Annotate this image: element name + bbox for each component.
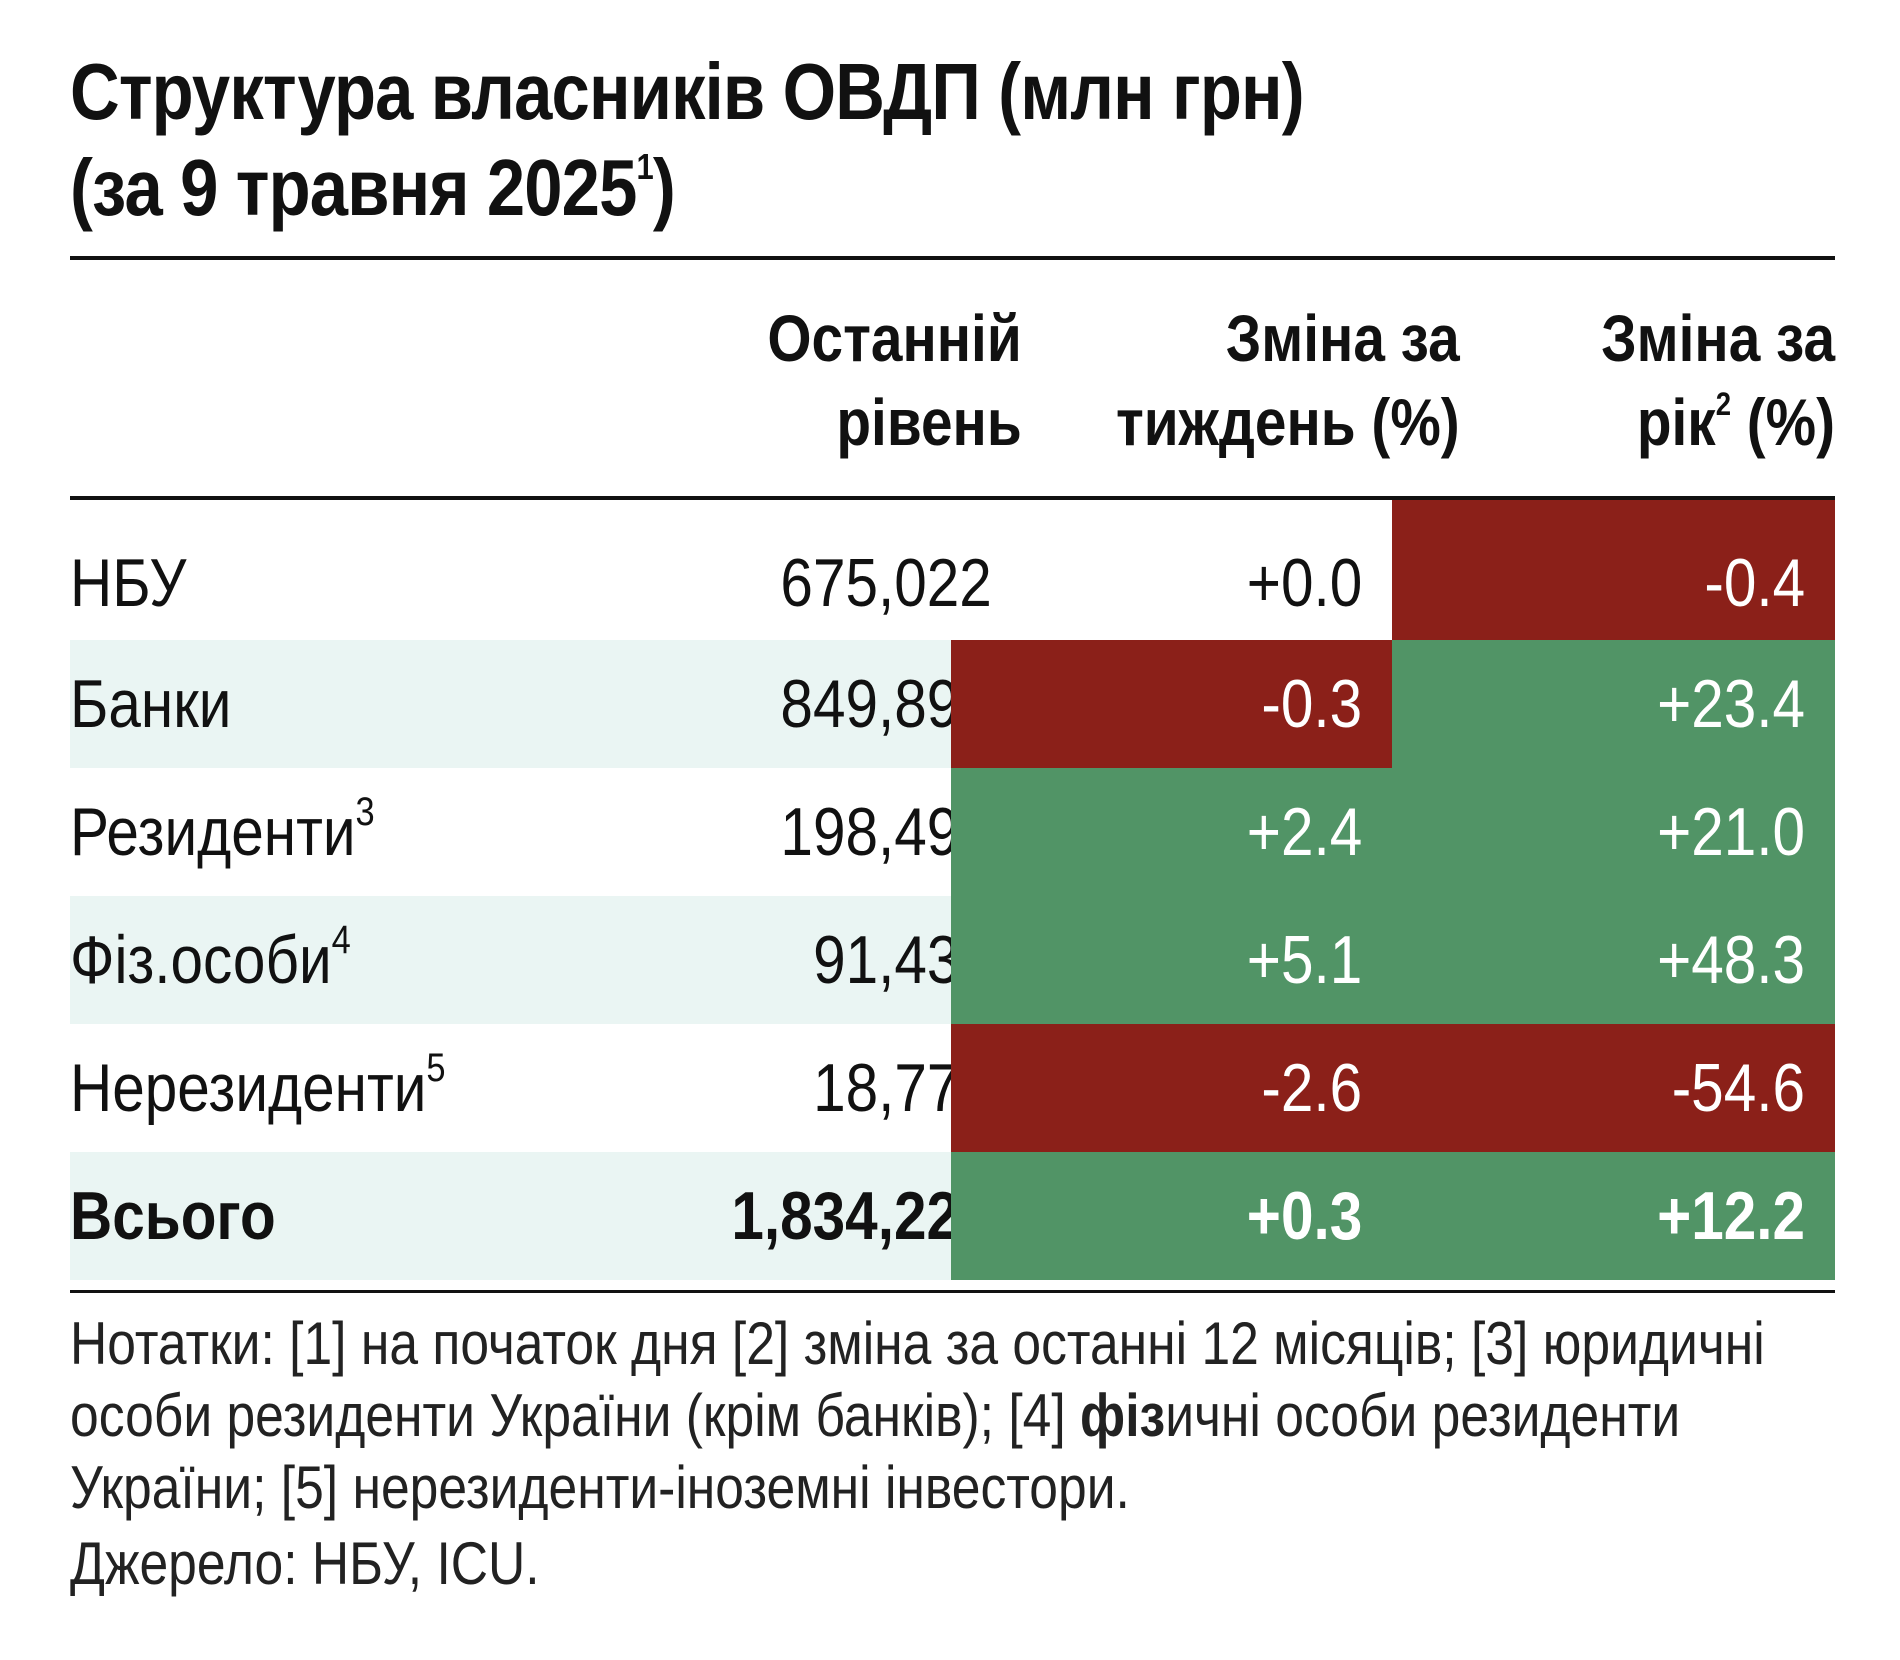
row-label-text: Банки <box>70 665 231 743</box>
level-cell: 198,492 <box>670 768 992 896</box>
row-label-footnote-mark: 4 <box>331 918 351 962</box>
year-change-cell: +12.2 <box>1392 1152 1835 1280</box>
row-label-name: Банки <box>70 666 232 742</box>
level-cell: 91,438 <box>670 896 992 1024</box>
week-change-cell-text: -0.3 <box>1261 666 1362 742</box>
row-shading <box>70 640 951 768</box>
level-cell: 849,890 <box>670 640 992 768</box>
level-cell-text: 675,022 <box>780 545 992 621</box>
notes-text-2: ичні особи резиденти України; [5] нерези… <box>70 1382 1681 1521</box>
title-line-2-text: (за 9 травня 2025 <box>70 143 637 232</box>
table-title: Структура власників ОВДП (млн грн) (за 9… <box>70 44 1588 236</box>
week-change-cell: -2.6 <box>951 1024 1392 1152</box>
total-row: Всього 1,834,224 +0.3 +12.2 <box>70 1152 1835 1280</box>
row-shading <box>70 896 951 1024</box>
level-cell: 1,834,224 <box>670 1152 992 1280</box>
row-label: Резиденти3 <box>70 768 670 896</box>
source-note: Джерело: НБУ, ICU. <box>70 1530 540 1597</box>
year-change-cell-text: +21.0 <box>1657 794 1805 870</box>
year-change-cell: +21.0 <box>1392 768 1835 896</box>
week-change-cell: +5.1 <box>951 896 1392 1024</box>
table-row: Резиденти3 198,492 +2.4 +21.0 <box>70 768 1835 896</box>
level-cell: 675,022 <box>670 500 992 640</box>
row-label: НБУ <box>70 500 670 640</box>
header-year-footnote-mark: 2 <box>1715 386 1731 422</box>
title-line-2: (за 9 травня 20251) <box>70 140 1588 236</box>
year-change-cell: +48.3 <box>1392 896 1835 1024</box>
header-year-line-2: рік2 (%) <box>1601 380 1835 464</box>
week-change-cell: -0.3 <box>951 640 1392 768</box>
table-row: Банки 849,890 -0.3 +23.4 <box>70 640 1835 768</box>
row-shading <box>70 1152 951 1280</box>
header-level: Останній рівень <box>700 296 1022 464</box>
table-body: НБУ 675,022 +0.0 -0.4 Банки 849,890 -0.3 +23.4 Р… <box>70 500 1835 1280</box>
year-change-cell-text: -0.4 <box>1704 545 1805 621</box>
row-label-name: Резиденти <box>70 794 356 870</box>
year-change-cell-text: +12.2 <box>1657 1178 1805 1254</box>
header-year-line-1: Зміна за <box>1601 301 1835 375</box>
title-line-1: Структура власників ОВДП (млн грн) <box>70 47 1305 136</box>
row-label-footnote-mark: 3 <box>355 790 375 834</box>
level-cell-text: 1,834,224 <box>731 1178 992 1254</box>
week-change-cell-text: +5.1 <box>1246 922 1362 998</box>
row-label-text: Резиденти3 <box>70 790 375 871</box>
title-line-2-end: ) <box>652 143 676 232</box>
row-label: Нерезиденти5 <box>70 1024 670 1152</box>
row-label-footnote-mark: 5 <box>426 1046 446 1090</box>
level-cell: 18,775 <box>670 1024 992 1152</box>
top-rule <box>70 256 1835 260</box>
row-label-name: НБУ <box>70 545 187 621</box>
table-row: Фіз.особи4 91,438 +5.1 +48.3 <box>70 896 1835 1024</box>
row-label-name: Нерезиденти <box>70 1050 427 1126</box>
row-label: Банки <box>70 640 670 768</box>
row-label-text: Фіз.особи4 <box>70 918 351 999</box>
header-week-line-1: Зміна за <box>1226 301 1460 375</box>
week-change-cell-text: +0.0 <box>1246 545 1362 621</box>
week-change-cell-text: +2.4 <box>1246 794 1362 870</box>
header-level-line-1: Останній <box>767 301 1022 375</box>
header-week-line-2: тиждень (%) <box>1116 385 1460 459</box>
week-change-cell: +2.4 <box>951 768 1392 896</box>
bottom-rule <box>70 1290 1835 1293</box>
row-label: Всього <box>70 1152 670 1280</box>
header-year-text: рік <box>1636 385 1716 459</box>
header-year-unit: (%) <box>1730 385 1835 459</box>
header-level-line-2: рівень <box>836 385 1022 459</box>
row-label-name: Всього <box>70 1178 276 1254</box>
title-footnote-mark: 1 <box>636 146 653 187</box>
table-row: НБУ 675,022 +0.0 -0.4 <box>70 500 1835 640</box>
notes-bold-text: фіз <box>1080 1382 1166 1449</box>
header-year-change: Зміна за рік2 (%) <box>1400 296 1835 464</box>
row-label-text: Всього <box>70 1177 276 1255</box>
year-change-cell-text: +23.4 <box>1657 666 1805 742</box>
row-label-text: НБУ <box>70 544 186 622</box>
row-label-name: Фіз.особи <box>70 922 332 998</box>
week-change-cell-text: -2.6 <box>1261 1050 1362 1126</box>
year-change-cell: -0.4 <box>1392 500 1835 640</box>
row-label-text: Нерезиденти5 <box>70 1046 446 1127</box>
notes: Нотатки: [1] на початок дня [2] зміна за… <box>70 1308 1833 1524</box>
table-row: Нерезиденти5 18,775 -2.6 -54.6 <box>70 1024 1835 1152</box>
row-label: Фіз.особи4 <box>70 896 670 1024</box>
year-change-cell-text: -54.6 <box>1671 1050 1805 1126</box>
year-change-cell: -54.6 <box>1392 1024 1835 1152</box>
year-change-cell: +23.4 <box>1392 640 1835 768</box>
week-change-cell: +0.3 <box>951 1152 1392 1280</box>
notes-text-1: Нотатки: [1] на початок дня [2] зміна за… <box>70 1310 1765 1449</box>
year-change-cell-text: +48.3 <box>1657 922 1805 998</box>
header-week-change: Зміна за тиждень (%) <box>950 296 1460 464</box>
week-change-cell: +0.0 <box>951 500 1392 640</box>
week-change-cell-text: +0.3 <box>1246 1178 1362 1254</box>
header-rule <box>70 496 1835 500</box>
